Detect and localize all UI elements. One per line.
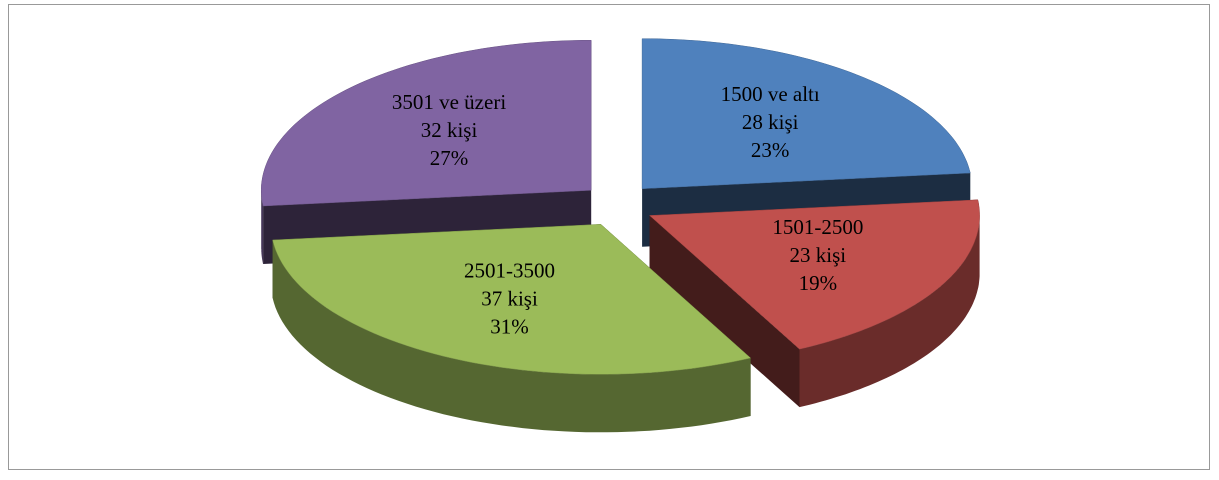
percent-label: 31% bbox=[490, 315, 529, 339]
percent-label: 23% bbox=[751, 138, 790, 162]
slice-top bbox=[261, 40, 592, 207]
slice-top bbox=[641, 38, 971, 189]
slice-wall bbox=[261, 190, 264, 264]
value-label: 37 kişi bbox=[481, 287, 538, 311]
value-label: 23 kişi bbox=[790, 243, 847, 267]
slice bbox=[272, 224, 752, 433]
slice bbox=[648, 199, 980, 408]
slice-top bbox=[648, 199, 980, 350]
category-label: 3501 ve üzeri bbox=[392, 90, 506, 114]
value-label: 28 kişi bbox=[742, 110, 799, 134]
value-label: 32 kişi bbox=[421, 118, 478, 142]
slice-wall bbox=[272, 240, 751, 433]
percent-label: 19% bbox=[799, 271, 838, 295]
slice-side bbox=[649, 215, 800, 408]
category-label: 2501-3500 bbox=[464, 259, 555, 283]
slice-top bbox=[272, 224, 752, 375]
pie bbox=[261, 38, 980, 433]
category-label: 1500 ve altı bbox=[721, 82, 820, 106]
slice-wall bbox=[799, 215, 980, 408]
percent-label: 27% bbox=[430, 146, 469, 170]
category-label: 1501-2500 bbox=[772, 215, 863, 239]
